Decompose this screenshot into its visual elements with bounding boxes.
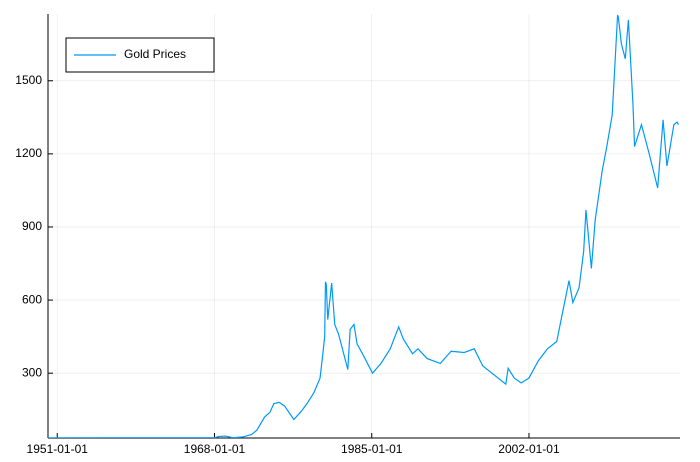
y-tick-label: 1200 — [15, 146, 42, 160]
y-tick-label: 1500 — [15, 73, 42, 87]
x-tick-label: 1951-01-01 — [27, 442, 89, 456]
data-line — [48, 14, 679, 438]
y-tick-label: 600 — [22, 292, 42, 306]
x-tick-label: 1968-01-01 — [184, 442, 246, 456]
legend-label: Gold Prices — [124, 47, 186, 61]
x-tick-label: 1985-01-01 — [341, 442, 403, 456]
x-tick-label: 2002-01-01 — [498, 442, 560, 456]
y-tick-label: 300 — [22, 365, 42, 379]
y-tick-label: 900 — [22, 219, 42, 233]
